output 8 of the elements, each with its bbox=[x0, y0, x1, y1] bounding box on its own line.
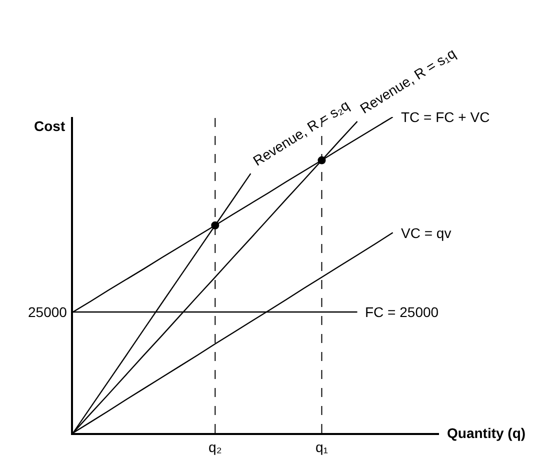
x-tick-label: q₁ bbox=[315, 438, 328, 455]
x-tick-label: q₂ bbox=[208, 438, 222, 455]
series-label: TC = FC + VC bbox=[401, 109, 490, 125]
text: 25000 bbox=[28, 304, 68, 320]
x-axis-title: Quantity (q) bbox=[447, 425, 526, 441]
series-label: FC = 25000 bbox=[365, 304, 439, 320]
series-label: VC = qv bbox=[401, 225, 452, 241]
y-axis-title: Cost bbox=[34, 118, 66, 134]
